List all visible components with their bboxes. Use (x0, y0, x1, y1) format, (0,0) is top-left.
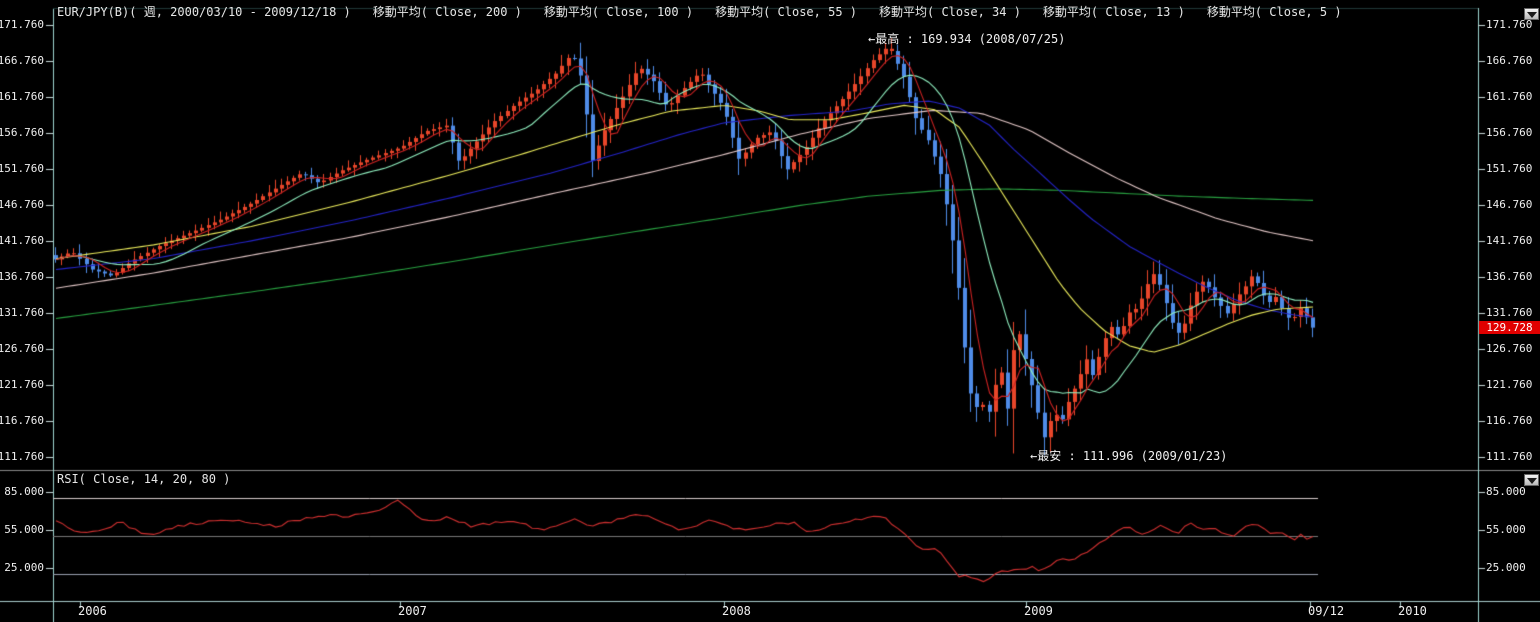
chevron-down-icon (1527, 12, 1537, 18)
main-chart-dropdown-button[interactable] (1524, 8, 1539, 20)
rsi-panel-dropdown-button[interactable] (1524, 474, 1539, 486)
chevron-down-icon (1527, 478, 1537, 484)
